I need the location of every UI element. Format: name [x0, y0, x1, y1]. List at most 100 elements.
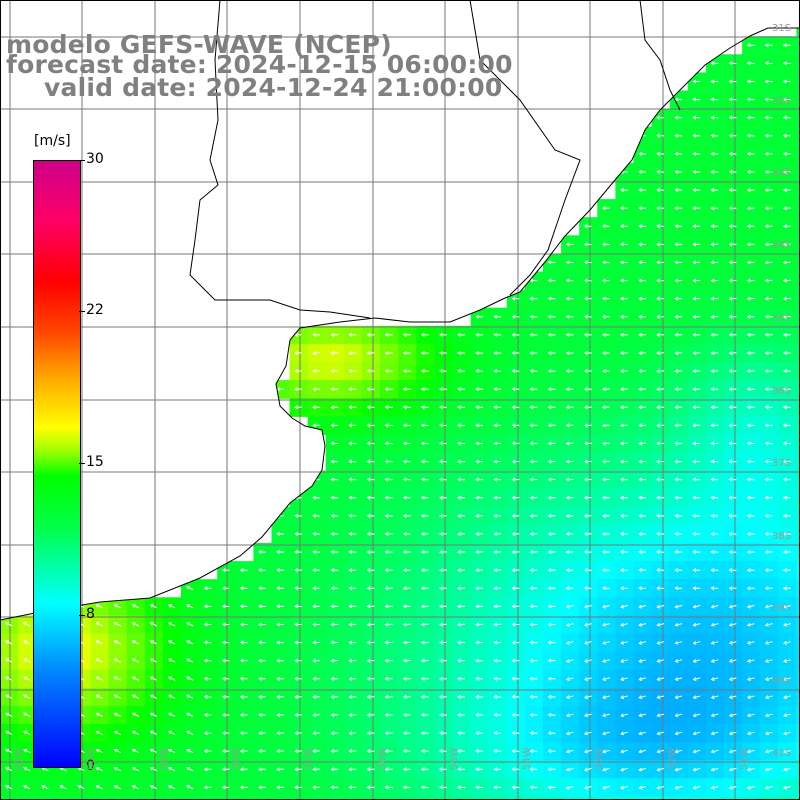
- wind-arrow: [674, 550, 683, 554]
- wind-arrow: [439, 405, 447, 410]
- wind-arrow: [475, 640, 484, 645]
- wind-arrow: [656, 531, 665, 536]
- wind-arrow: [710, 151, 719, 156]
- wind-arrow: [656, 405, 665, 410]
- wind-arrow: [638, 695, 647, 700]
- wind-arrow: [547, 531, 556, 536]
- wind-arrow: [384, 459, 393, 464]
- wind-arrow: [203, 694, 212, 699]
- wind-arrow: [583, 713, 592, 718]
- wind-arrow: [638, 314, 647, 319]
- wind-arrow: [475, 531, 484, 536]
- wind-arrow: [746, 151, 755, 156]
- wind-arrow: [23, 730, 31, 736]
- wind-arrow: [59, 785, 67, 790]
- wind-arrow: [493, 532, 502, 536]
- wind-arrow: [493, 387, 502, 392]
- wind-arrow: [565, 550, 574, 555]
- wind-arrow: [728, 97, 737, 102]
- wind-arrow: [583, 242, 592, 247]
- wind-arrow: [258, 785, 266, 790]
- wind-arrow: [330, 767, 339, 772]
- wind-arrow: [565, 441, 574, 446]
- wind-arrow: [783, 659, 791, 663]
- wind-arrow: [203, 767, 212, 772]
- wind-arrows: [5, 43, 791, 790]
- wind-arrow: [402, 749, 411, 754]
- wind-arrow: [221, 640, 230, 645]
- wind-arrow: [620, 332, 628, 337]
- wind-arrow: [186, 748, 194, 754]
- wind-arrow: [457, 658, 466, 663]
- wind-arrow: [656, 423, 665, 428]
- wind-cell: [796, 452, 800, 472]
- wind-arrow: [728, 459, 737, 464]
- wind-arrow: [565, 332, 574, 337]
- wind-arrow: [764, 713, 773, 718]
- wind-arrow: [710, 695, 719, 700]
- wind-arrow: [221, 676, 230, 681]
- wind-arrow: [529, 568, 538, 573]
- wind-arrow: [366, 749, 375, 754]
- wind-arrow: [475, 441, 484, 446]
- wind-arrow: [565, 242, 574, 247]
- wind-arrow: [294, 694, 303, 699]
- wind-cell: [796, 362, 800, 381]
- wind-arrow: [95, 767, 103, 772]
- wind-arrow: [420, 586, 429, 591]
- wind-arrow: [294, 513, 303, 518]
- wind-cell: [506, 796, 526, 800]
- wind-arrow: [728, 713, 737, 718]
- wind-arrow: [746, 169, 755, 174]
- wind-arrow: [330, 350, 339, 355]
- wind-arrow: [221, 694, 230, 699]
- wind-arrow: [728, 477, 737, 482]
- wind-arrow: [457, 694, 466, 699]
- wind-arrow: [384, 694, 393, 699]
- wind-arrow: [511, 495, 520, 500]
- wind-cell: [796, 199, 800, 218]
- wind-arrow: [402, 531, 411, 536]
- colorbar-tick-mark: [79, 311, 85, 312]
- wind-arrow: [402, 405, 411, 410]
- wind-arrow: [420, 550, 429, 555]
- wind-arrow: [420, 387, 429, 392]
- wind-arrow: [601, 550, 610, 555]
- wind-arrow: [457, 423, 466, 428]
- wind-arrow: [294, 749, 303, 754]
- wind-arrow: [782, 97, 791, 102]
- wind-arrow: [457, 495, 466, 500]
- wind-arrow: [782, 242, 791, 247]
- wind-arrow: [511, 712, 520, 717]
- wind-arrow: [348, 550, 357, 555]
- wind-arrow: [511, 296, 520, 301]
- wind-arrow: [131, 712, 140, 717]
- wind-arrow: [565, 640, 574, 645]
- wind-arrow: [95, 712, 103, 717]
- wind-arrow: [782, 314, 791, 319]
- wind-arrow: [746, 713, 755, 718]
- wind-arrow: [384, 477, 393, 482]
- wind-arrow: [348, 622, 357, 627]
- lon-label: 53W: [594, 747, 605, 770]
- wind-arrow: [692, 351, 701, 355]
- lat-label: 35S: [772, 313, 792, 324]
- wind-arrow: [620, 188, 628, 193]
- wind-arrow: [439, 550, 447, 555]
- wind-arrow: [583, 550, 592, 555]
- wind-arrow: [602, 749, 610, 754]
- wind-arrow: [764, 278, 773, 283]
- wind-cell: [796, 108, 800, 128]
- wind-arrow: [384, 785, 393, 790]
- wind-arrow: [583, 677, 592, 681]
- wind-arrow: [529, 676, 538, 681]
- wind-arrow: [149, 748, 158, 754]
- wind-arrow: [638, 586, 647, 591]
- wind-arrow: [601, 568, 610, 573]
- wind-arrow: [186, 604, 194, 609]
- wind-arrow: [384, 332, 393, 337]
- wind-arrow: [276, 550, 285, 554]
- wind-arrow: [565, 749, 574, 754]
- wind-arrow: [23, 785, 31, 790]
- wind-arrow: [420, 441, 429, 446]
